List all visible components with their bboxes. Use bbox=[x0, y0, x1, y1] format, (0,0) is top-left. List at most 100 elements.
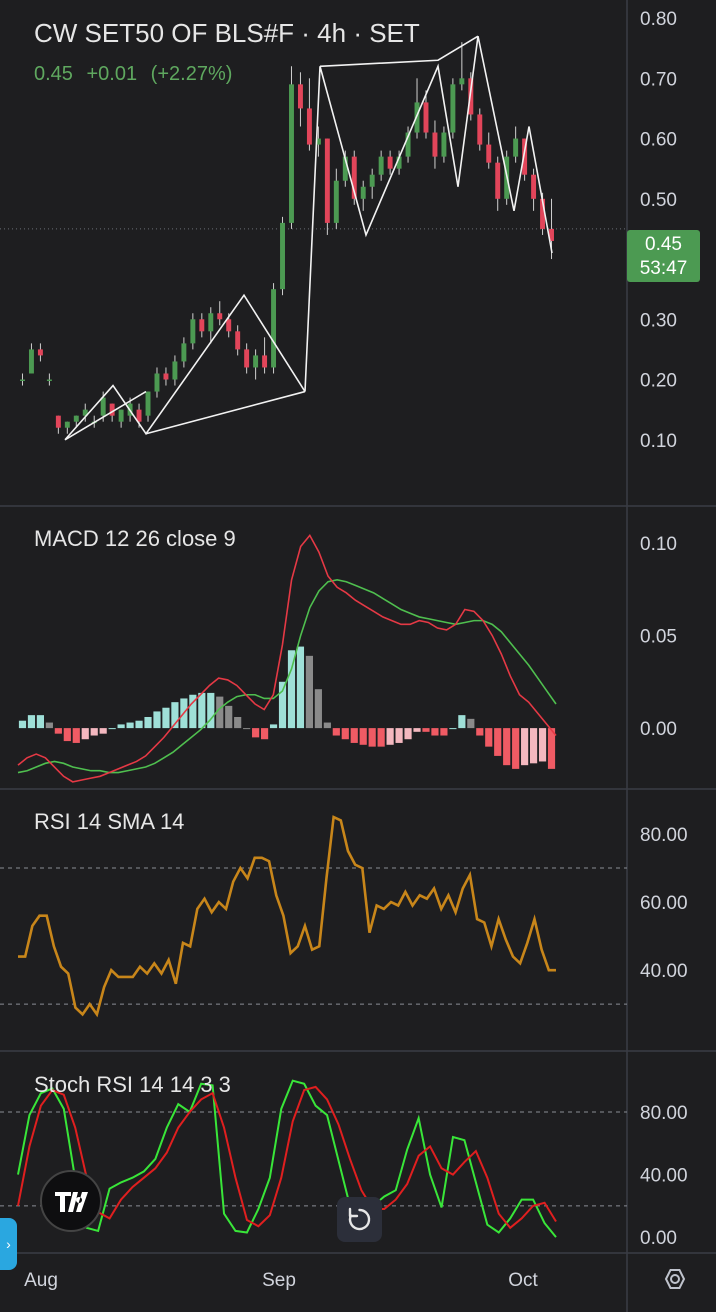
candle-body bbox=[100, 397, 106, 416]
x-tick-label: Aug bbox=[24, 1270, 58, 1291]
side-toolbar-toggle[interactable]: › bbox=[0, 1218, 17, 1270]
candle-body bbox=[73, 415, 79, 422]
macd-histogram-bar bbox=[512, 728, 520, 769]
macd-histogram-bar bbox=[404, 728, 412, 740]
bar-countdown: 53:47 bbox=[639, 258, 688, 279]
candle-body bbox=[28, 349, 34, 374]
candle-body bbox=[64, 421, 70, 428]
macd-histogram-bar bbox=[323, 722, 331, 729]
macd-histogram-bar bbox=[413, 728, 421, 732]
candle-body bbox=[289, 84, 294, 223]
candle-body bbox=[154, 373, 160, 392]
candle-body bbox=[441, 132, 447, 157]
candle-body bbox=[190, 319, 196, 344]
macd-histogram-bar bbox=[171, 702, 179, 729]
pattern-line bbox=[304, 35, 553, 392]
y-tick-label: 0.05 bbox=[640, 626, 677, 647]
candle-body bbox=[486, 144, 492, 163]
macd-histogram-bar bbox=[287, 650, 296, 729]
candle-body bbox=[549, 228, 554, 241]
macd-histogram-bar bbox=[458, 715, 466, 729]
macd-histogram-bar bbox=[36, 715, 45, 729]
candle-body bbox=[297, 84, 303, 109]
macd-histogram-bar bbox=[377, 728, 385, 747]
candle-body bbox=[306, 108, 312, 145]
last-price-tag: 0.45 53:47 bbox=[627, 230, 700, 282]
candle-body bbox=[378, 156, 384, 175]
candle-body bbox=[351, 156, 357, 199]
y-tick-label: 0.30 bbox=[640, 310, 677, 331]
candle-body bbox=[199, 319, 205, 332]
candle-body bbox=[432, 132, 438, 157]
macd-histogram-bar bbox=[243, 728, 251, 730]
macd-histogram-bar bbox=[350, 728, 358, 743]
candle-body bbox=[163, 373, 169, 380]
x-tick-label: Oct bbox=[508, 1270, 538, 1291]
y-tick-label: 0.00 bbox=[640, 719, 677, 740]
candle-body bbox=[369, 174, 375, 187]
macd-histogram-bar bbox=[521, 728, 529, 766]
settings-button[interactable] bbox=[658, 1262, 692, 1296]
candle-body bbox=[109, 403, 115, 416]
candle-body bbox=[235, 331, 241, 350]
macd-histogram-bar bbox=[485, 728, 493, 747]
candle-body bbox=[118, 409, 124, 422]
macd-histogram-bar bbox=[449, 728, 457, 730]
candle-body bbox=[405, 132, 411, 157]
candle-body bbox=[387, 156, 393, 169]
macd-histogram-bar bbox=[135, 720, 143, 729]
candle-body bbox=[226, 319, 232, 332]
tradingview-logo-icon[interactable] bbox=[40, 1170, 102, 1232]
pattern-line bbox=[145, 390, 306, 435]
macd-histogram-bar bbox=[153, 711, 161, 729]
candle-body bbox=[324, 138, 330, 223]
candle-body bbox=[513, 138, 519, 157]
pattern-line bbox=[319, 35, 479, 68]
macd-histogram-bar bbox=[314, 689, 322, 729]
price-tag-value: 0.45 bbox=[645, 234, 682, 255]
macd-line bbox=[17, 533, 557, 783]
candle-body bbox=[253, 355, 259, 368]
candle-body bbox=[172, 361, 178, 380]
macd-pane-title[interactable]: MACD 12 26 close 9 bbox=[34, 526, 236, 551]
chart-title: CW SET50 OF BLS#F · 4h · SET bbox=[34, 18, 420, 48]
macd-histogram-bar bbox=[90, 728, 98, 736]
macd-histogram-bar bbox=[440, 728, 448, 736]
macd-histogram-bar bbox=[27, 715, 36, 729]
candle-body bbox=[423, 102, 429, 133]
macd-histogram-bar bbox=[467, 718, 475, 729]
candle-body bbox=[280, 222, 285, 290]
macd-histogram-bar bbox=[422, 728, 430, 732]
candle-body bbox=[262, 355, 268, 368]
y-tick-label: 0.20 bbox=[640, 371, 677, 392]
candle-body bbox=[82, 409, 88, 416]
candle-body bbox=[145, 391, 151, 416]
macd-histogram-bar bbox=[368, 728, 376, 747]
macd-histogram-bar bbox=[386, 728, 394, 745]
macd-histogram-bar bbox=[216, 696, 224, 729]
stoch-pane-title[interactable]: Stoch RSI 14 14 3 3 bbox=[34, 1072, 231, 1097]
macd-histogram-bar bbox=[207, 692, 215, 729]
macd-histogram-bar bbox=[144, 716, 152, 729]
macd-histogram-bar bbox=[305, 655, 314, 729]
y-tick-label: 0.10 bbox=[640, 431, 677, 452]
macd-histogram-bar bbox=[269, 724, 278, 729]
macd-histogram-bar bbox=[198, 692, 206, 729]
macd-histogram-bar bbox=[18, 720, 27, 729]
y-tick-label: 80.00 bbox=[640, 1103, 688, 1124]
candle-body bbox=[244, 349, 250, 368]
reset-chart-button[interactable] bbox=[337, 1197, 382, 1242]
candle-body bbox=[360, 186, 366, 199]
rsi-line bbox=[18, 815, 556, 1018]
candle-body bbox=[531, 174, 537, 199]
macd-histogram-bar bbox=[529, 728, 538, 764]
macd-signal-line bbox=[17, 579, 557, 774]
settings-icon bbox=[664, 1269, 686, 1289]
rsi-pane-title[interactable]: RSI 14 SMA 14 bbox=[34, 809, 185, 834]
candle-body bbox=[495, 162, 501, 199]
candle-body bbox=[217, 313, 223, 320]
macd-histogram-bar bbox=[45, 722, 53, 729]
price-summary: 0.45 +0.01 (+2.27%) bbox=[34, 63, 240, 86]
price-change-percent: (+2.27%) bbox=[150, 63, 233, 85]
